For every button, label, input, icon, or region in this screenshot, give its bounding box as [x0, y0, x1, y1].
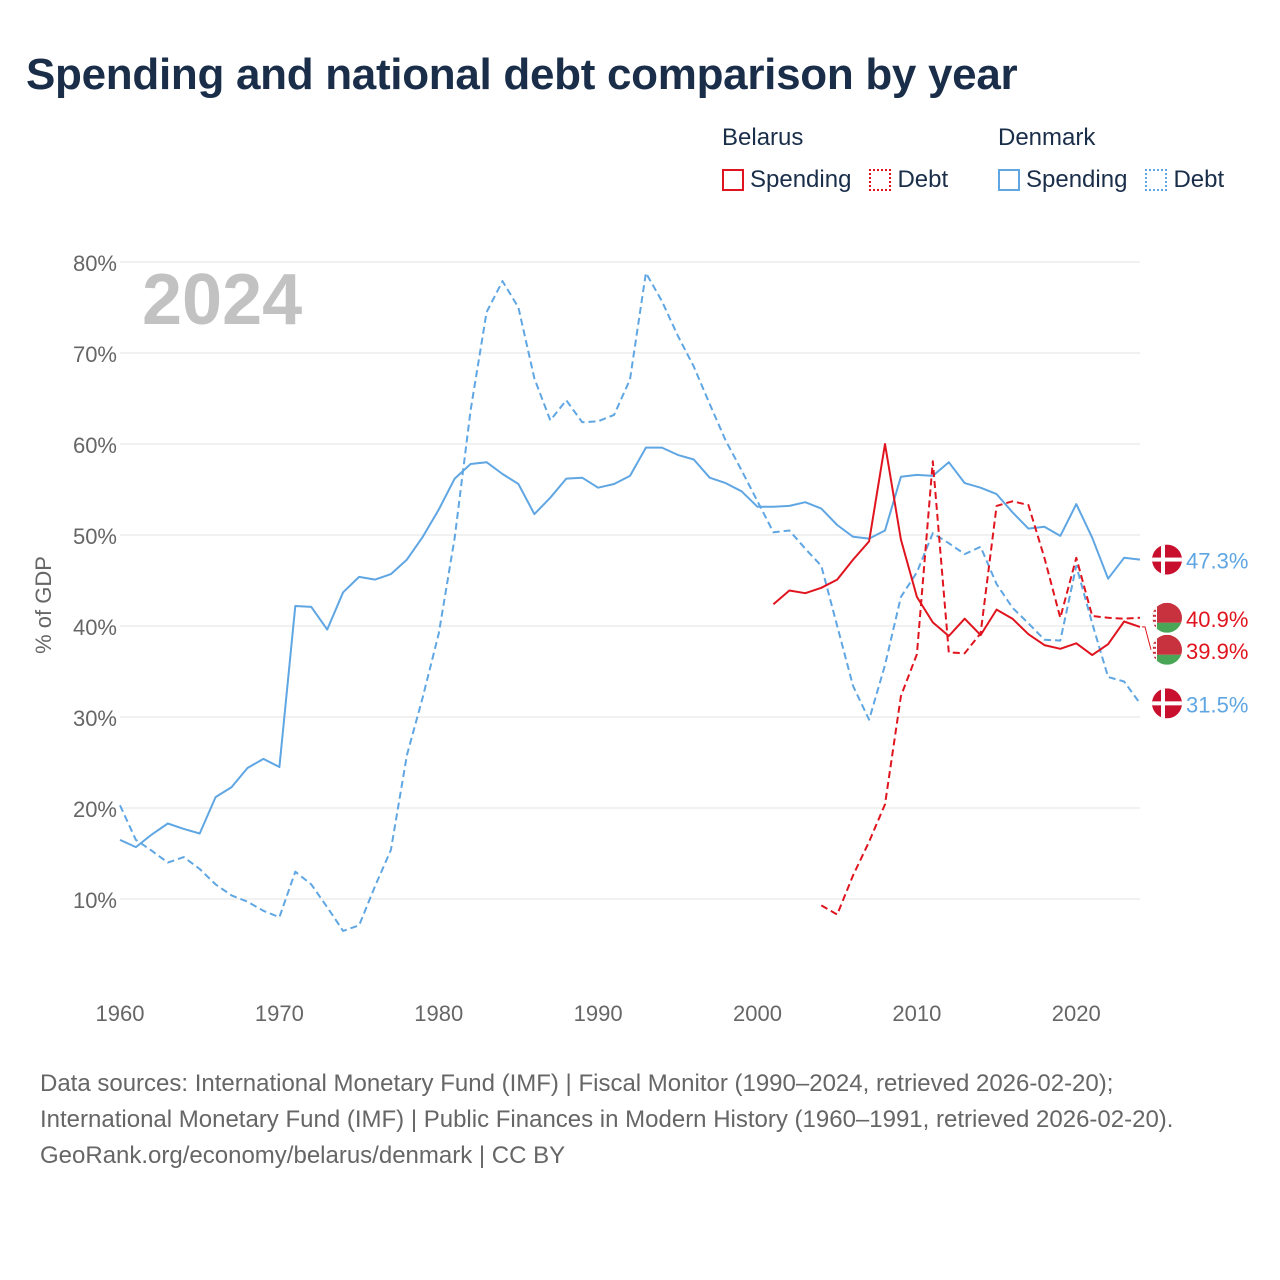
chart-title: Spending and national debt comparison by…	[26, 50, 1018, 99]
x-tick-label: 1980	[414, 1001, 463, 1026]
legend-belarus-spending[interactable]: Spending	[722, 166, 851, 194]
legend-denmark: Denmark Spending Debt	[998, 124, 1224, 194]
x-tick-label: 2000	[733, 1001, 782, 1026]
legend-denmark-debt[interactable]: Debt	[1145, 166, 1224, 194]
belarus-flag-icon	[1152, 634, 1182, 665]
year-overlay: 2024	[142, 260, 302, 340]
end-value-label: 39.9%	[1186, 639, 1248, 664]
series-line-belarus-debt	[820, 460, 1141, 916]
x-tick-label: 1970	[255, 1001, 304, 1026]
denmark-flag-icon	[1152, 688, 1182, 719]
legend-denmark-spending[interactable]: Spending	[998, 166, 1127, 194]
y-tick-label: 20%	[73, 797, 117, 822]
data-sources-text: Data sources: International Monetary Fun…	[40, 1070, 1174, 1133]
end-value-label: 47.3%	[1186, 549, 1248, 574]
legend-belarus: Belarus Spending Debt	[722, 124, 948, 194]
y-tick-label: 50%	[73, 524, 117, 549]
dashed-line-swatch-icon	[869, 169, 892, 191]
series-line-denmark-debt	[119, 271, 1141, 932]
end-value-label: 31.5%	[1186, 692, 1248, 717]
x-tick-label: 1960	[96, 1001, 145, 1026]
belarus-flag-icon	[1152, 602, 1182, 633]
y-tick-label: 60%	[73, 433, 117, 458]
leader-line	[1142, 626, 1152, 650]
footer: Data sources: International Monetary Fun…	[40, 1066, 1240, 1174]
denmark-flag-icon	[1152, 544, 1182, 575]
y-tick-label: 40%	[73, 615, 117, 640]
y-tick-label: 10%	[73, 888, 117, 913]
solid-line-swatch-icon	[998, 169, 1020, 191]
x-tick-label: 2020	[1052, 1001, 1101, 1026]
legend-country-label: Belarus	[722, 124, 804, 151]
x-tick-label: 2010	[892, 1001, 941, 1026]
legend-item-label: Spending	[750, 166, 852, 193]
solid-line-swatch-icon	[722, 169, 744, 191]
y-axis-title: % of GDP	[31, 556, 56, 654]
credit-link[interactable]: GeoRank.org/economy/belarus/denmark | CC…	[40, 1142, 566, 1169]
end-value-label: 40.9%	[1186, 607, 1248, 632]
line-chart: 10% 20% 30% 40% 50% 60% 70% 80% 1960 1970 1980 1990…	[31, 251, 1248, 1026]
y-tick-label: 30%	[73, 706, 117, 731]
legend-country-label: Denmark	[998, 124, 1096, 151]
legend-item-label: Spending	[1026, 166, 1128, 193]
y-tick-label: 70%	[73, 342, 117, 367]
y-tick-label: 80%	[73, 251, 117, 276]
series-line-denmark-spending	[119, 446, 1141, 849]
legend-belarus-debt[interactable]: Debt	[869, 166, 948, 194]
x-tick-label: 1990	[574, 1001, 623, 1026]
legend-item-label: Debt	[1173, 166, 1225, 193]
legend-item-label: Debt	[897, 166, 949, 193]
dashed-line-swatch-icon	[1145, 169, 1168, 191]
series-line-belarus-spending	[772, 443, 1141, 657]
